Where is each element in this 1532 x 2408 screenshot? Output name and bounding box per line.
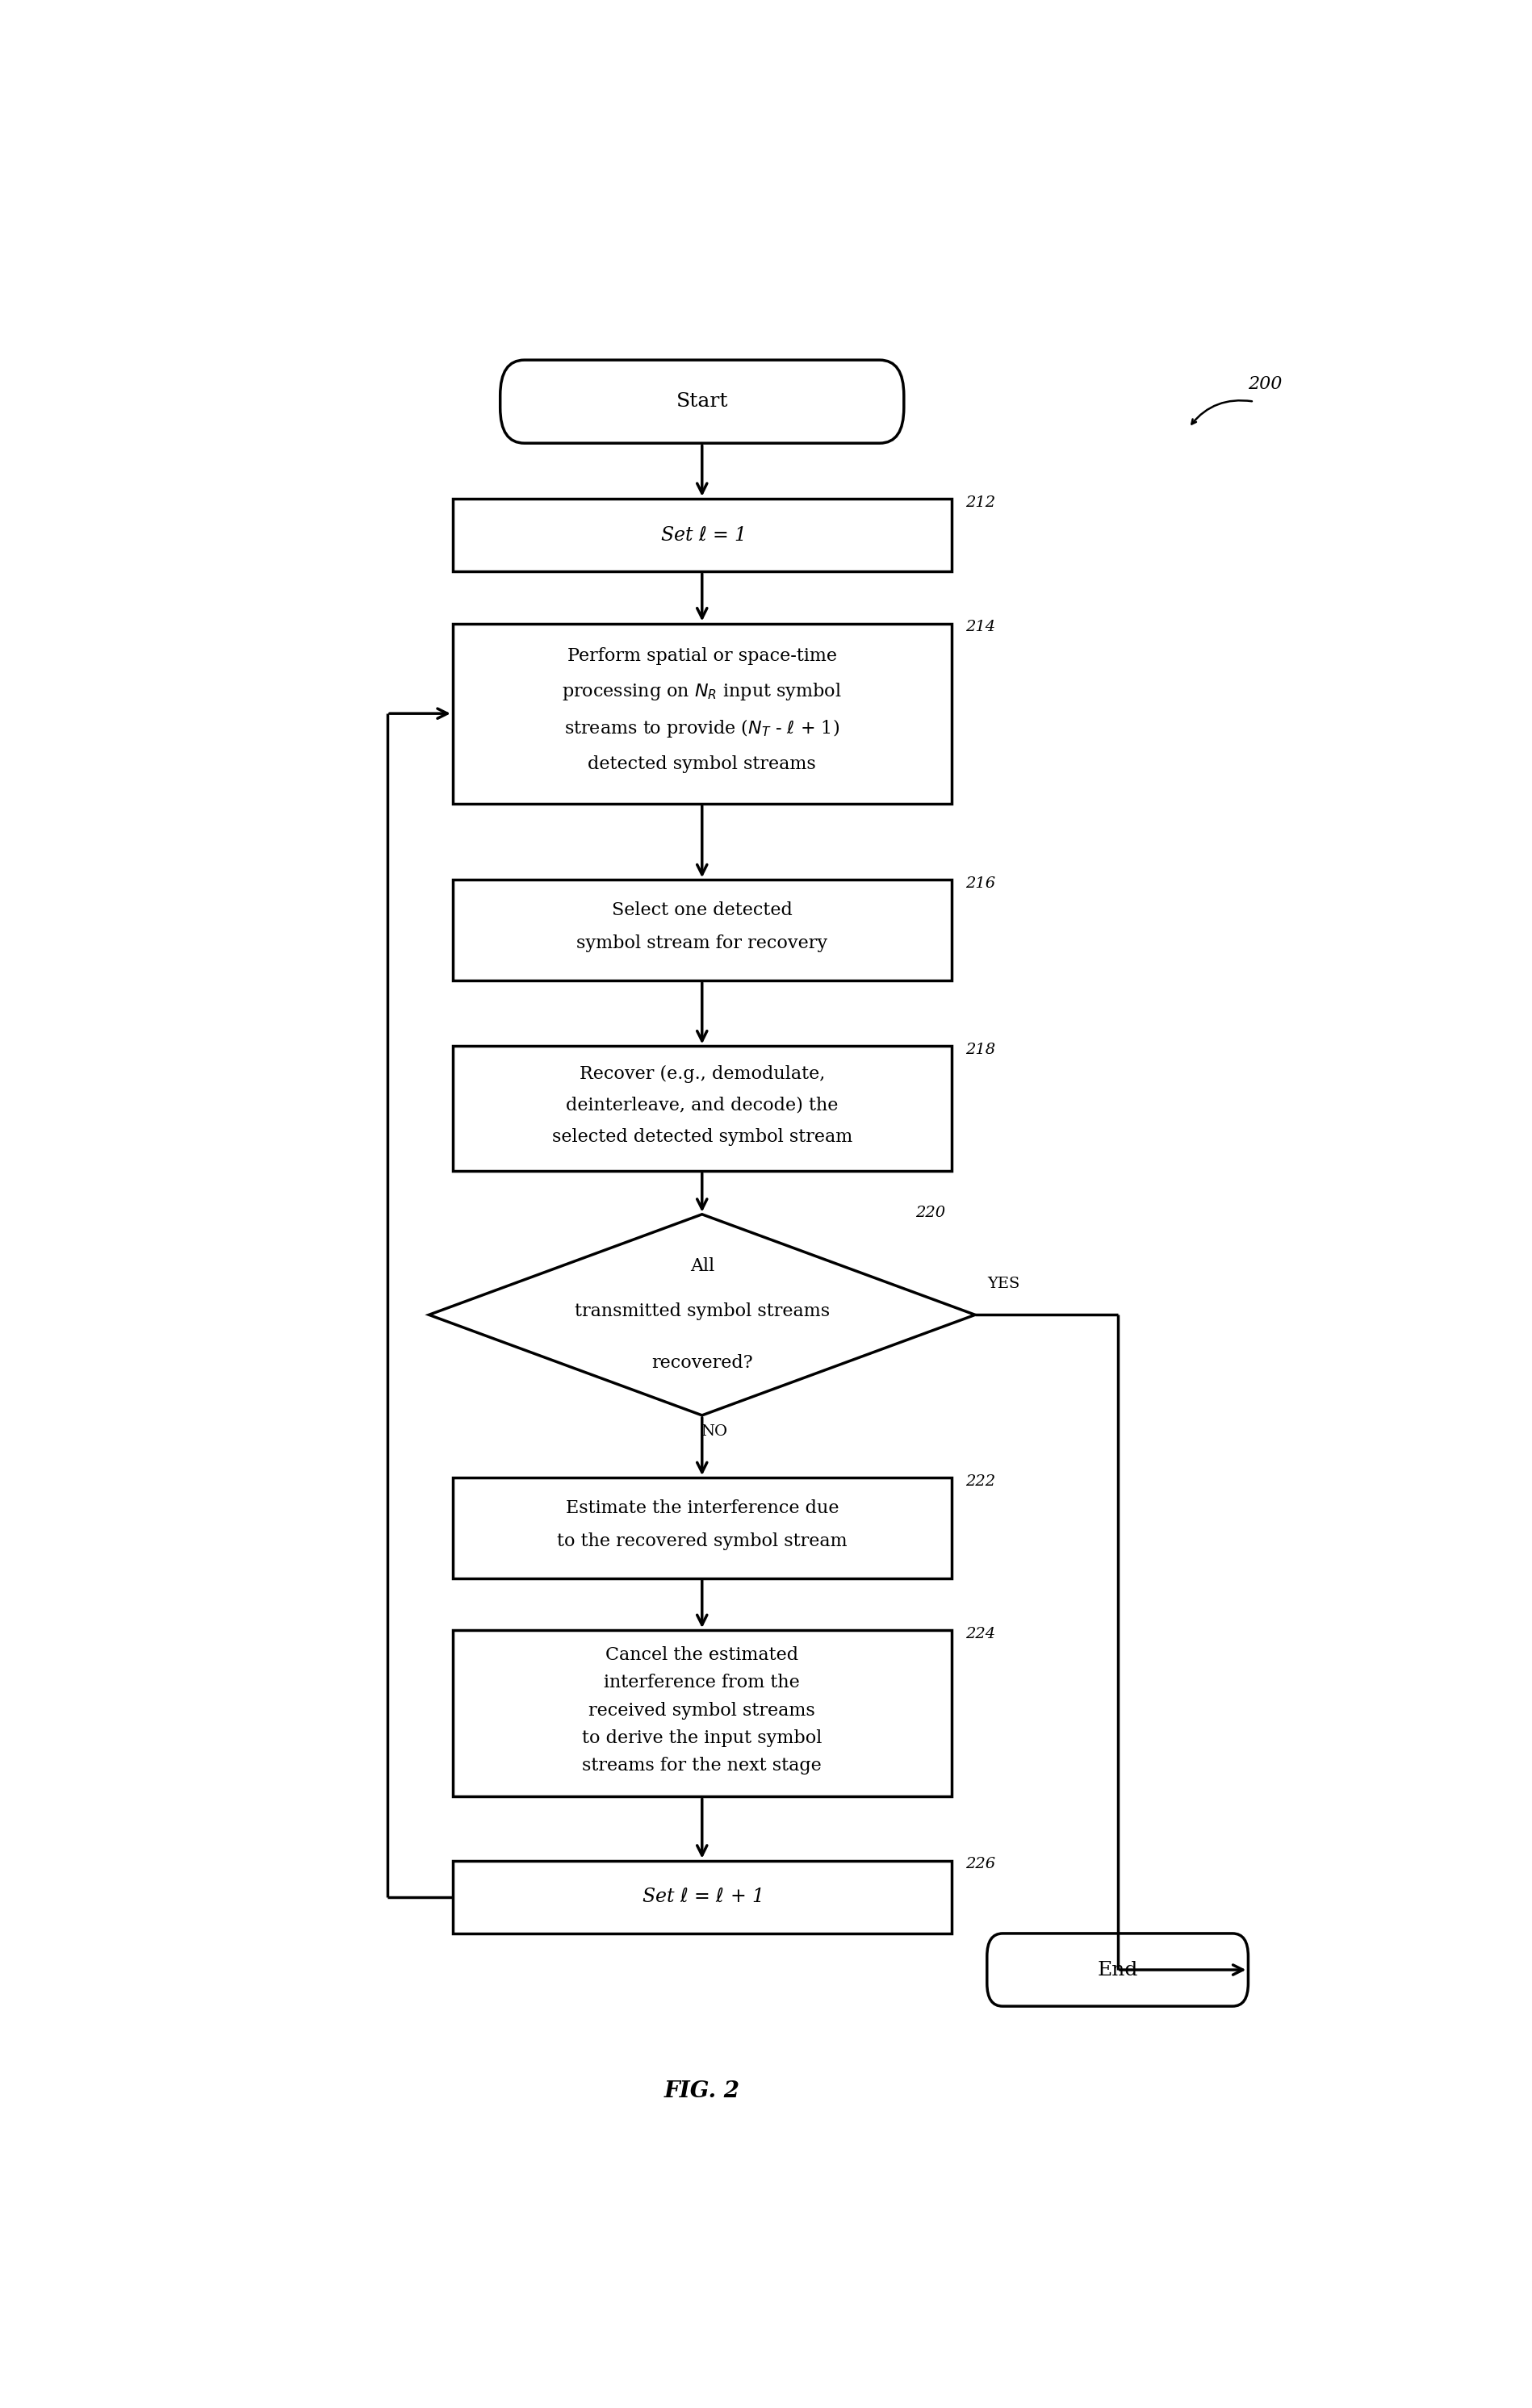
Text: deinterleave, and decode) the: deinterleave, and decode) the [565,1096,838,1115]
Bar [453,498,951,571]
Text: selected detected symbol stream: selected detected symbol stream [552,1127,852,1146]
Text: YES: YES [987,1276,1019,1291]
Text: to the recovered symbol stream: to the recovered symbol stream [558,1531,847,1551]
Text: End: End [1097,1960,1138,1979]
Text: 226: 226 [965,1857,996,1871]
Text: recovered?: recovered? [651,1353,752,1373]
Polygon shape [429,1214,976,1416]
Text: Select one detected: Select one detected [611,901,792,920]
Text: detected symbol streams: detected symbol streams [588,756,817,773]
Text: processing on $N_R$ input symbol: processing on $N_R$ input symbol [562,681,843,703]
Text: 220: 220 [916,1206,945,1221]
Text: symbol stream for recovery: symbol stream for recovery [576,934,827,954]
FancyBboxPatch shape [499,361,904,443]
Bar [453,879,951,980]
Text: Set $\ell$ = $\ell$ + 1: Set $\ell$ = $\ell$ + 1 [642,1888,761,1907]
Text: streams to provide ($N_T$ - $\ell$ + 1): streams to provide ($N_T$ - $\ell$ + 1) [564,718,840,739]
Text: streams for the next stage: streams for the next stage [582,1758,821,1775]
Bar [453,1479,951,1577]
Text: 200: 200 [1249,376,1282,393]
Text: Recover (e.g., demodulate,: Recover (e.g., demodulate, [579,1064,824,1084]
Text: Estimate the interference due: Estimate the interference due [565,1498,838,1517]
Text: 218: 218 [965,1043,996,1057]
Text: interference from the: interference from the [604,1674,800,1693]
FancyBboxPatch shape [987,1934,1249,2006]
Bar [453,1630,951,1796]
Text: Set $\ell$ = 1: Set $\ell$ = 1 [660,525,745,544]
Text: 222: 222 [965,1474,996,1488]
Text: 216: 216 [965,877,996,891]
Text: FIG. 2: FIG. 2 [663,2081,740,2102]
Text: Perform spatial or space-time: Perform spatial or space-time [567,648,836,665]
Bar [453,1045,951,1170]
Text: 214: 214 [965,619,996,633]
Bar [453,624,951,804]
Text: 224: 224 [965,1628,996,1642]
Text: All: All [689,1257,714,1276]
Text: 212: 212 [965,496,996,510]
Text: Cancel the estimated: Cancel the estimated [605,1647,798,1664]
Text: transmitted symbol streams: transmitted symbol streams [574,1303,830,1320]
Bar [453,1861,951,1934]
Text: NO: NO [700,1423,728,1438]
Text: to derive the input symbol: to derive the input symbol [582,1729,823,1748]
Text: Start: Start [676,393,728,412]
Text: received symbol streams: received symbol streams [588,1702,815,1719]
